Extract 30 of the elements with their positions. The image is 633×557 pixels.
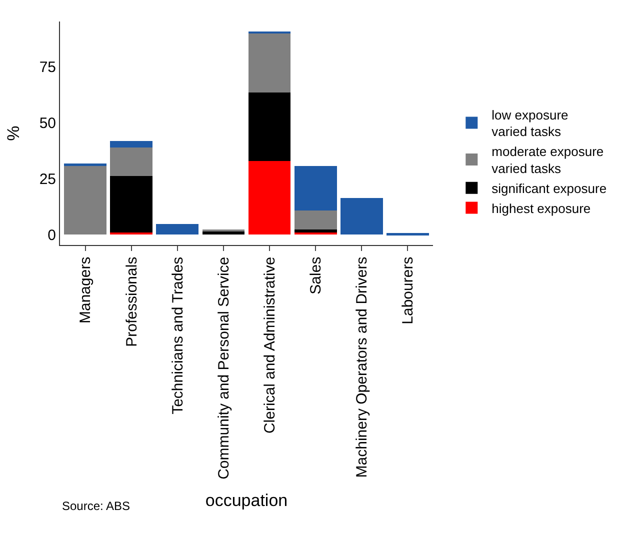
legend-label: significant exposure bbox=[492, 180, 607, 196]
x-tick-label: Community and Personal Service bbox=[215, 256, 232, 480]
bar bbox=[386, 232, 429, 236]
y-tick-label: 50 bbox=[39, 114, 56, 132]
legend-label: highest exposure bbox=[492, 200, 591, 216]
bar bbox=[294, 229, 337, 233]
y-axis-title: % bbox=[4, 126, 23, 141]
x-tick-label: Clerical and Administrative bbox=[261, 256, 278, 434]
bar bbox=[156, 224, 199, 235]
y-tick-label: 0 bbox=[48, 226, 56, 244]
bar bbox=[64, 166, 107, 235]
bar bbox=[248, 34, 291, 92]
bar bbox=[340, 198, 383, 235]
source-note: Source: ABS bbox=[62, 499, 130, 513]
bar bbox=[294, 210, 337, 230]
bar bbox=[110, 140, 153, 148]
bar bbox=[248, 92, 291, 161]
x-tick-label: Professionals bbox=[123, 256, 140, 347]
x-tick-label: Technicians and Trades bbox=[169, 256, 186, 414]
x-tick-label: Managers bbox=[77, 256, 94, 324]
y-tick-label: 25 bbox=[39, 170, 56, 188]
bar bbox=[294, 166, 337, 211]
x-tick-label: Labourers bbox=[400, 256, 417, 324]
x-axis-title: occupation bbox=[205, 490, 288, 510]
x-tick-label: Machinery Operators and Drivers bbox=[353, 256, 370, 478]
x-tick-label: Sales bbox=[307, 256, 324, 294]
y-tick-label: 75 bbox=[39, 58, 56, 76]
bar bbox=[110, 147, 153, 176]
bar bbox=[248, 160, 291, 235]
bar bbox=[110, 176, 153, 233]
